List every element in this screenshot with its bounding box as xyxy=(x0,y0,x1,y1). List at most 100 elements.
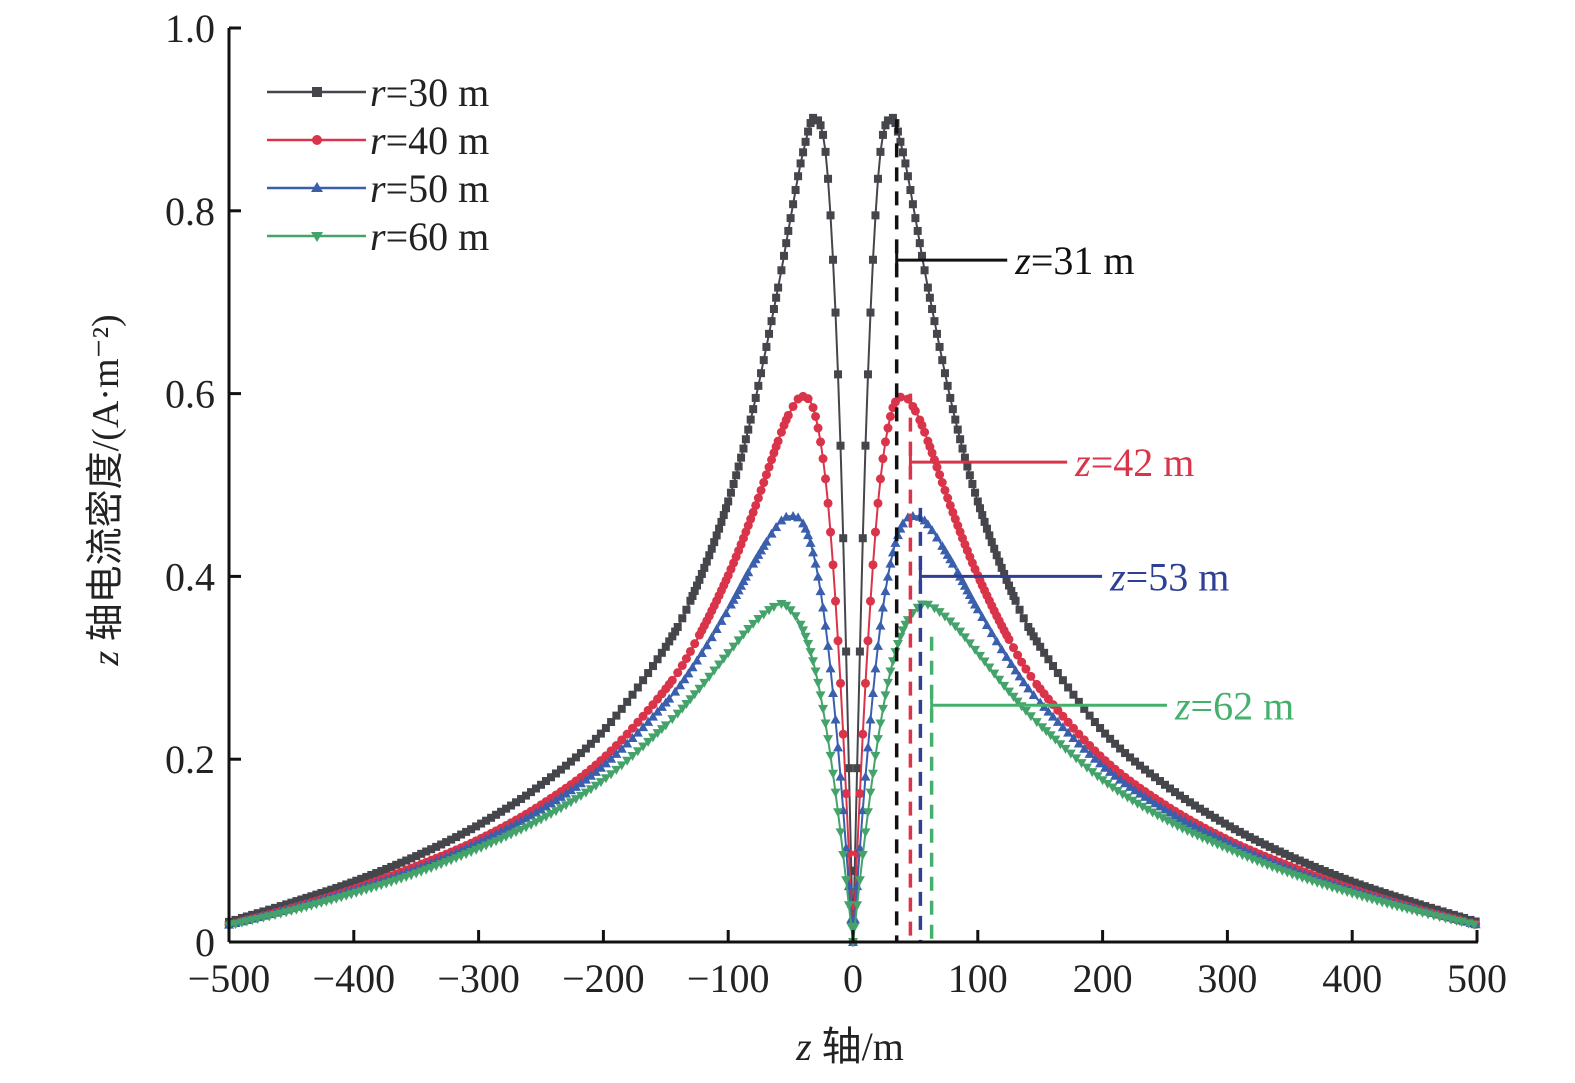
data-point xyxy=(932,462,942,472)
data-point xyxy=(965,471,974,480)
data-point xyxy=(1199,826,1210,836)
data-point xyxy=(825,751,836,761)
data-point xyxy=(925,293,934,302)
x-tick-label: −200 xyxy=(562,956,645,1001)
data-point xyxy=(1230,825,1239,834)
data-point xyxy=(818,454,828,464)
data-point xyxy=(1390,892,1399,901)
data-point xyxy=(1053,669,1062,678)
data-point xyxy=(931,532,942,542)
data-point xyxy=(865,714,876,724)
data-point xyxy=(1080,704,1089,713)
data-point xyxy=(929,604,940,614)
data-point xyxy=(978,511,987,520)
data-point xyxy=(821,147,830,156)
data-point xyxy=(769,305,778,314)
data-point xyxy=(1055,740,1066,750)
data-point xyxy=(270,910,281,920)
data-point xyxy=(1205,810,1214,819)
data-point xyxy=(980,517,989,526)
data-point xyxy=(748,507,758,517)
data-point xyxy=(923,283,932,292)
data-point xyxy=(960,453,969,462)
data-point xyxy=(922,600,933,610)
data-point xyxy=(537,780,545,789)
data-point xyxy=(540,801,551,811)
data-point xyxy=(442,838,451,847)
annotation-label: z=42 m xyxy=(1074,440,1194,485)
data-point xyxy=(696,648,707,658)
data-point xyxy=(970,645,981,655)
data-point xyxy=(788,401,798,411)
data-point xyxy=(911,214,920,223)
data-point xyxy=(677,704,688,714)
data-point xyxy=(932,329,941,338)
data-point xyxy=(1142,805,1153,815)
data-point xyxy=(652,706,663,716)
data-point xyxy=(992,551,1001,560)
data-point xyxy=(632,727,643,737)
data-point xyxy=(833,636,843,646)
data-point xyxy=(622,729,632,739)
data-point xyxy=(863,636,873,646)
data-point xyxy=(1074,729,1084,739)
data-point xyxy=(828,560,838,570)
data-point xyxy=(1060,744,1071,754)
series-r40m xyxy=(224,391,1481,947)
data-point xyxy=(861,441,870,450)
data-point xyxy=(794,172,803,181)
data-point xyxy=(506,821,517,831)
data-point xyxy=(1204,828,1215,838)
data-point xyxy=(984,663,995,673)
data-point xyxy=(1006,658,1017,668)
data-point xyxy=(512,798,521,807)
data-point xyxy=(749,405,758,414)
data-point xyxy=(852,901,863,911)
data-point xyxy=(1009,591,1018,600)
data-point xyxy=(873,498,883,508)
data-point xyxy=(885,411,895,421)
data-point xyxy=(1007,586,1016,595)
series-line xyxy=(228,395,1478,943)
data-point xyxy=(831,308,840,317)
data-point xyxy=(867,769,878,779)
data-point xyxy=(883,423,893,433)
data-point xyxy=(913,226,922,235)
data-point xyxy=(1031,718,1042,728)
data-point xyxy=(979,657,990,667)
data-point xyxy=(866,308,875,317)
data-point xyxy=(1116,744,1125,753)
data-point xyxy=(903,172,912,181)
data-point xyxy=(506,830,517,840)
data-point xyxy=(1270,845,1279,854)
data-point xyxy=(1008,643,1018,653)
data-point xyxy=(590,781,601,791)
data-point xyxy=(1180,794,1189,803)
data-point xyxy=(963,462,972,471)
data-point xyxy=(1095,758,1106,768)
data-point xyxy=(252,914,263,924)
data-point xyxy=(734,462,743,471)
data-point xyxy=(762,342,771,351)
data-point xyxy=(937,478,947,488)
x-tick-label: −300 xyxy=(437,956,520,1001)
data-point xyxy=(844,764,853,773)
data-point xyxy=(875,620,886,630)
data-point xyxy=(811,411,821,421)
data-point xyxy=(759,478,769,488)
data-point xyxy=(1175,791,1184,800)
data-point xyxy=(1340,874,1349,883)
data-point xyxy=(1260,840,1269,849)
data-point xyxy=(872,735,883,745)
data-point xyxy=(825,663,836,673)
data-point xyxy=(412,852,421,861)
data-point xyxy=(839,534,848,543)
data-point xyxy=(1074,697,1083,706)
data-point xyxy=(724,497,733,506)
data-point xyxy=(661,642,670,651)
data-point xyxy=(841,843,852,853)
data-point xyxy=(611,741,621,751)
data-point xyxy=(1167,819,1178,829)
data-point xyxy=(1014,671,1025,681)
data-point xyxy=(1026,671,1036,681)
